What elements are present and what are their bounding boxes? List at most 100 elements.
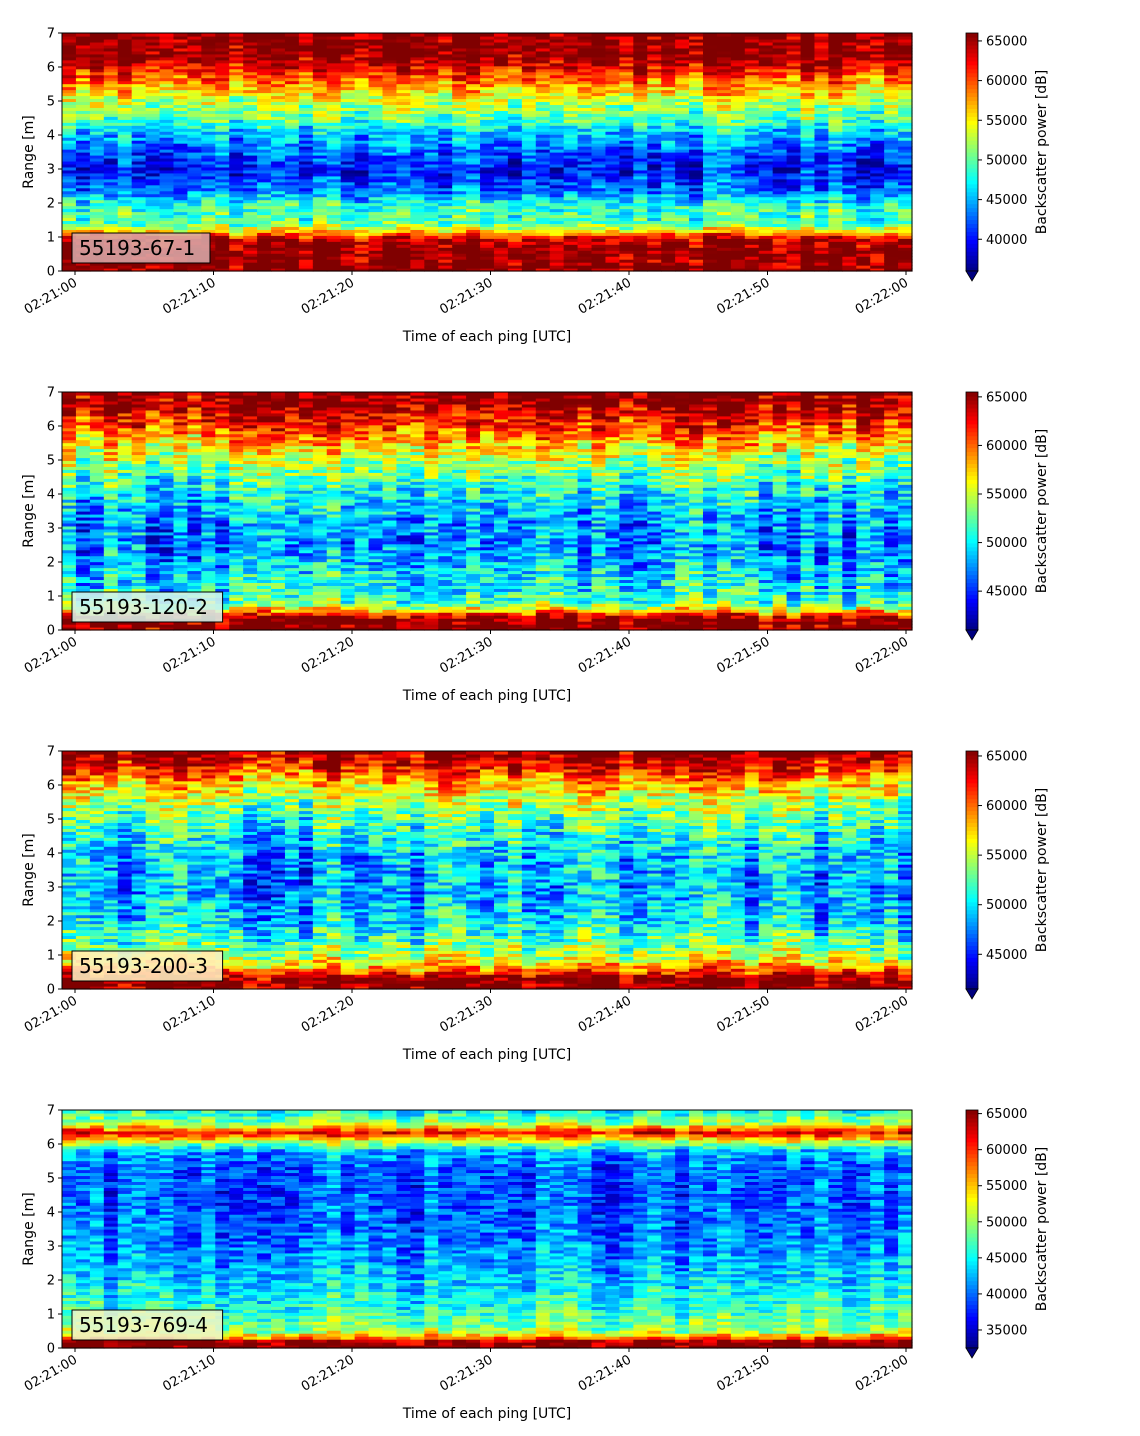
heatmap-cell	[117, 214, 133, 219]
heatmap-cell	[410, 259, 425, 263]
heatmap-cell	[758, 220, 774, 225]
heatmap-cell	[856, 268, 871, 272]
heatmap-cell	[563, 244, 579, 248]
heatmap-cell	[382, 166, 398, 171]
heatmap-cell	[229, 256, 244, 260]
heatmap-cell	[75, 154, 91, 159]
heatmap-cell	[493, 178, 509, 183]
heatmap-cell	[549, 140, 565, 144]
heatmap-cell	[312, 172, 328, 177]
heatmap-cell	[131, 226, 147, 230]
heatmap-cell	[772, 214, 788, 219]
heatmap-cell	[215, 149, 230, 153]
heatmap-cell	[243, 143, 258, 147]
heatmap-cell	[382, 33, 398, 37]
heatmap-cell	[716, 196, 732, 201]
heatmap-cell	[438, 244, 453, 248]
heatmap-cell	[647, 152, 662, 156]
heatmap-cell	[828, 205, 843, 210]
heatmap-cell	[145, 137, 161, 141]
heatmap-cell	[215, 235, 230, 239]
colorbar-segment	[966, 175, 978, 181]
x-tick-label: 02:21:10	[160, 275, 218, 317]
heatmap-cell	[229, 160, 244, 165]
heatmap-cell	[271, 256, 286, 260]
heatmap-cell	[521, 143, 537, 147]
heatmap-cell	[842, 241, 857, 245]
heatmap-cell	[424, 169, 439, 174]
heatmap-cell	[480, 229, 495, 233]
heatmap-cell	[772, 169, 788, 174]
heatmap-cell	[493, 137, 509, 141]
heatmap-cell	[466, 205, 481, 210]
heatmap-cell	[870, 33, 885, 37]
heatmap-cell	[298, 152, 314, 156]
heatmap-cell	[675, 205, 690, 210]
heatmap-cell	[396, 256, 411, 260]
heatmap-cell	[772, 172, 788, 177]
heatmap-cell	[382, 214, 398, 219]
heatmap-cell	[340, 181, 356, 186]
heatmap-cell	[549, 152, 565, 156]
heatmap-cell	[716, 172, 732, 177]
heatmap-cell	[493, 250, 509, 254]
heatmap-cell	[354, 217, 370, 222]
heatmap-cell	[117, 160, 133, 165]
heatmap-cell	[326, 247, 342, 251]
heatmap-cell	[786, 253, 802, 257]
heatmap-cell	[563, 214, 579, 219]
heatmap-cell	[814, 146, 829, 150]
heatmap-cell	[828, 208, 843, 213]
heatmap-cell	[898, 256, 913, 260]
heatmap-cell	[159, 214, 175, 219]
heatmap-cell	[563, 193, 579, 198]
heatmap-cell	[243, 137, 258, 141]
heatmap-cell	[312, 193, 328, 198]
heatmap-cell	[75, 149, 91, 153]
heatmap-cell	[424, 187, 439, 192]
heatmap-cell	[898, 253, 913, 257]
y-tick-label: 7	[47, 27, 55, 42]
heatmap-cell	[340, 238, 356, 242]
heatmap-cell	[507, 187, 523, 192]
heatmap-cell	[62, 208, 77, 213]
heatmap-cell	[884, 232, 899, 236]
heatmap-cell	[396, 238, 411, 242]
heatmap-cell	[257, 199, 272, 204]
heatmap-cell	[493, 187, 509, 192]
colorbar-segment	[966, 88, 978, 94]
heatmap-cell	[591, 232, 607, 236]
heatmap-cell	[702, 259, 718, 263]
heatmap-cell	[647, 247, 662, 251]
heatmap-cell	[842, 199, 857, 204]
heatmap-cell	[62, 169, 77, 174]
heatmap-cell	[173, 184, 189, 189]
heatmap-cell	[438, 250, 453, 254]
heatmap-cell	[633, 140, 648, 144]
heatmap-cell	[633, 166, 648, 171]
heatmap-cell	[563, 190, 579, 195]
heatmap-cell	[675, 253, 690, 257]
heatmap-cell	[438, 160, 453, 165]
heatmap-cell	[605, 214, 620, 219]
heatmap-cell	[438, 196, 453, 201]
heatmap-cell	[215, 256, 230, 260]
heatmap-cell	[535, 229, 551, 233]
colorbar-segment	[966, 195, 978, 201]
heatmap-cell	[117, 143, 133, 147]
heatmap-cell	[480, 244, 495, 248]
heatmap-cell	[271, 235, 286, 239]
heatmap-cell	[884, 256, 899, 260]
heatmap-cell	[647, 184, 662, 189]
heatmap-cell	[215, 244, 230, 248]
heatmap-cell	[354, 220, 370, 225]
heatmap-cell	[814, 169, 829, 174]
heatmap-cell	[368, 196, 384, 201]
heatmap-cell	[396, 208, 411, 213]
heatmap-cell	[744, 262, 760, 266]
heatmap-cell	[884, 172, 899, 177]
heatmap-cell	[814, 241, 829, 245]
heatmap-cell	[619, 193, 634, 198]
heatmap-cell	[828, 250, 843, 254]
heatmap-cell	[702, 157, 718, 162]
